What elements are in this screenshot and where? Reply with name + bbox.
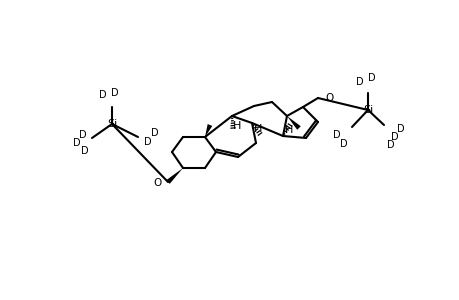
Polygon shape [166, 168, 183, 184]
Text: D: D [386, 140, 394, 150]
Text: D: D [390, 132, 398, 142]
Text: H: H [232, 121, 241, 131]
Polygon shape [286, 116, 300, 130]
Text: D: D [79, 130, 87, 140]
Text: D: D [73, 138, 81, 148]
Text: D: D [367, 73, 375, 83]
Text: O: O [325, 93, 333, 103]
Text: O: O [154, 178, 162, 188]
Text: D: D [111, 88, 118, 98]
Text: H: H [284, 125, 292, 135]
Text: D: D [99, 90, 106, 100]
Text: D: D [340, 139, 347, 149]
Text: D: D [81, 146, 89, 156]
Text: D: D [151, 128, 158, 138]
Text: D: D [332, 130, 340, 140]
Text: Si: Si [106, 119, 117, 129]
Polygon shape [205, 124, 212, 137]
Text: D: D [396, 124, 404, 134]
Text: D: D [144, 137, 151, 147]
Text: H: H [253, 124, 262, 134]
Text: D: D [355, 77, 363, 87]
Text: Si: Si [362, 105, 372, 115]
